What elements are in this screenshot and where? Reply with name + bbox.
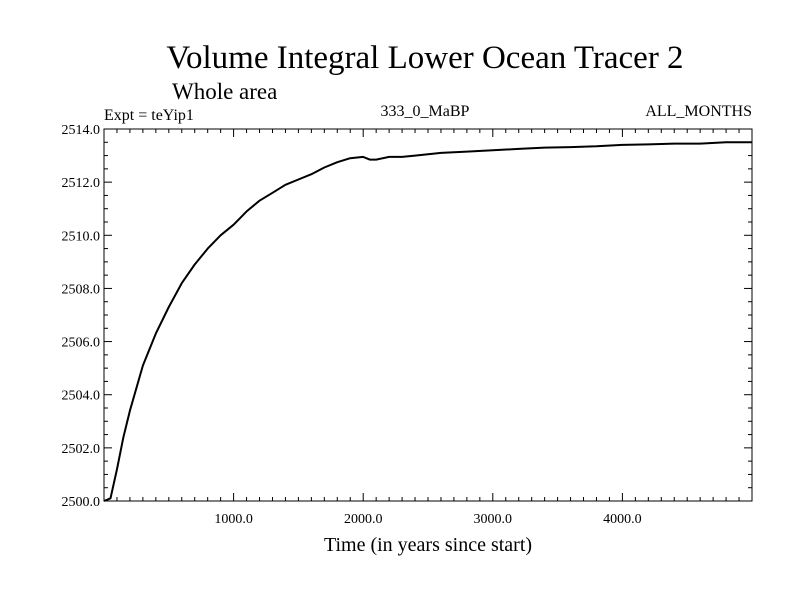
x-tick-label: 3000.0 — [474, 512, 513, 527]
y-tick-label: 2502.0 — [62, 442, 101, 457]
chart-subtitle: Whole area — [172, 79, 277, 104]
x-tick-label: 4000.0 — [603, 512, 642, 527]
y-tick-label: 2500.0 — [62, 495, 101, 510]
x-tick-label: 1000.0 — [214, 512, 253, 527]
plot-frame — [103, 128, 753, 502]
series-line — [103, 141, 752, 502]
months-label: ALL_MONTHS — [645, 103, 752, 120]
y-tick-label: 2510.0 — [62, 229, 101, 244]
period-label: 333_0_MaBP — [381, 103, 470, 120]
chart-title: Volume Integral Lower Ocean Tracer 2 — [166, 40, 683, 76]
x-tick-label: 2000.0 — [344, 512, 383, 527]
y-axis: 2500.0 2502.0 2504.0 2506.0 2508.0 2510.0 2512… — [62, 123, 752, 510]
y-tick-label: 2508.0 — [62, 282, 101, 297]
experiment-label: Expt = teYip1 — [104, 107, 194, 124]
x-axis: 1000.0 2000.0 3000.0 4000.0 — [116, 129, 740, 527]
x-axis-label: Time (in years since start) — [324, 534, 532, 556]
y-tick-label: 2514.0 — [62, 123, 101, 138]
y-tick-label: 2504.0 — [62, 389, 101, 404]
y-tick-label: 2506.0 — [62, 336, 101, 351]
series-layer — [103, 141, 752, 502]
y-tick-label: 2512.0 — [62, 176, 101, 191]
